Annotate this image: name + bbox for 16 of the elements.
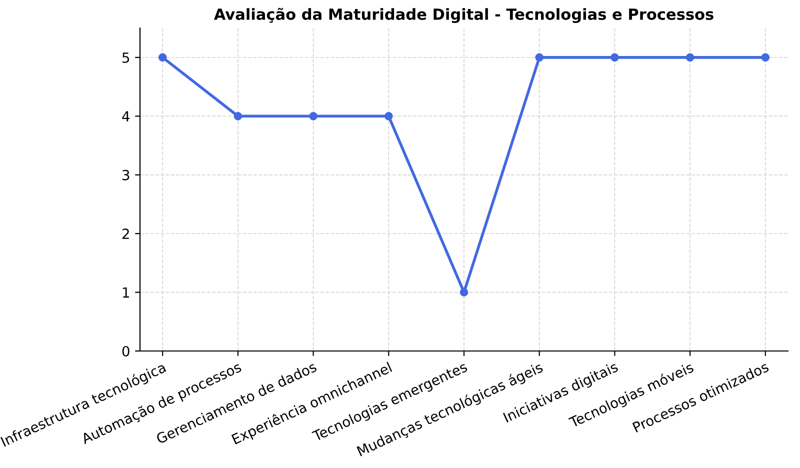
y-tick-label: 5 [122,52,130,63]
y-tick-label: 1 [122,287,129,298]
point [309,112,318,120]
y-tick-label: 4 [122,111,130,122]
chart-title: Avaliação da Maturidade Digital - Tecnologias e Processos [214,8,714,24]
point [384,112,393,120]
point [761,53,770,62]
point [610,53,619,62]
y-tick-label: 2 [122,228,129,239]
point [535,53,544,62]
point [686,53,694,62]
y-tick-label: 3 [122,170,130,180]
point [460,288,468,296]
y-tick-label: 0 [122,346,130,356]
point [158,53,167,62]
point [234,112,242,120]
